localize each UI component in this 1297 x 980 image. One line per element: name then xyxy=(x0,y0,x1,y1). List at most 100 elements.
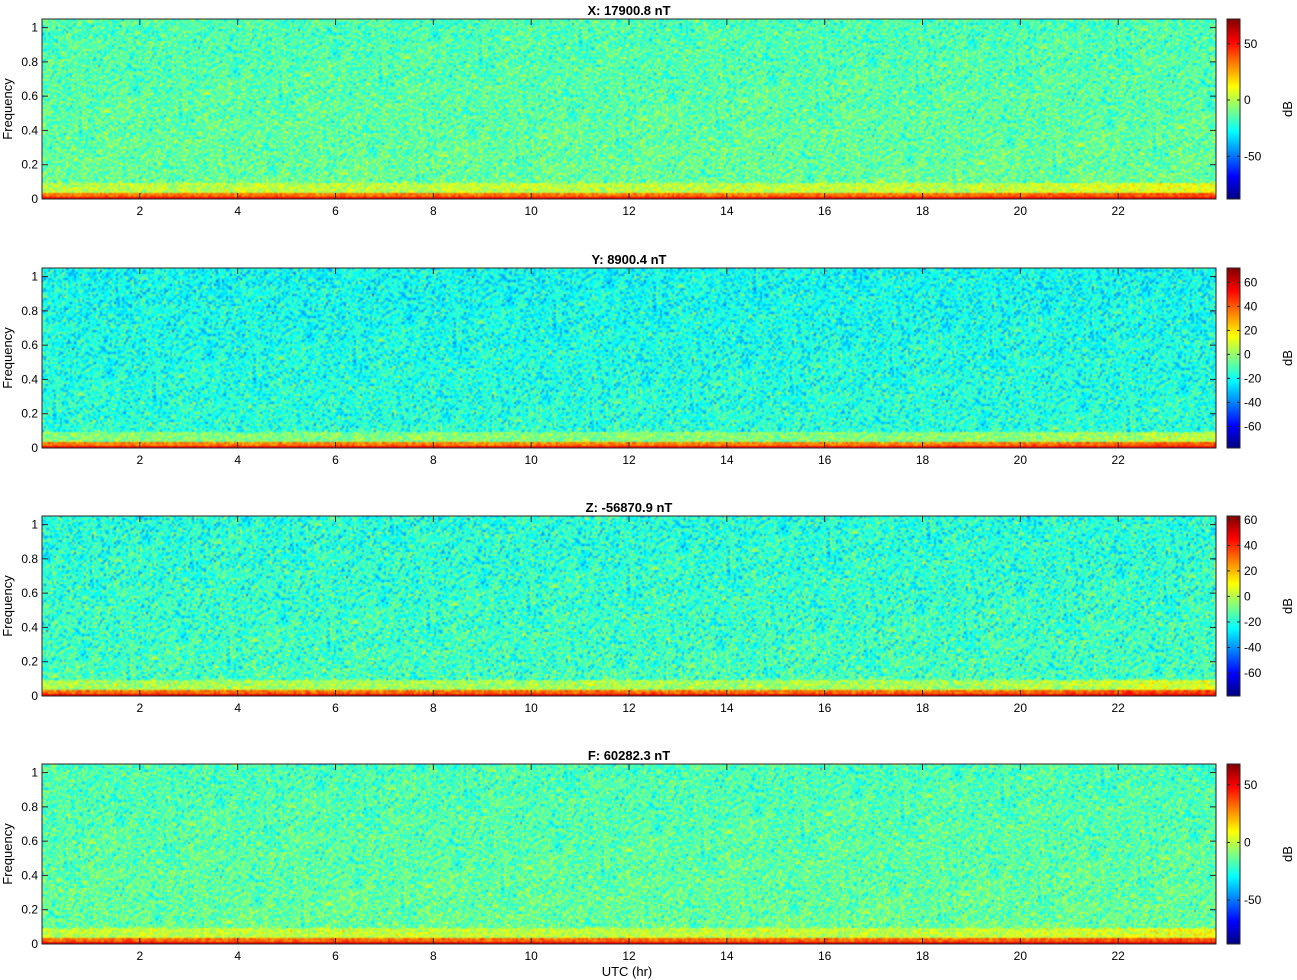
colorbar-tick-label: 0 xyxy=(1244,347,1251,361)
y-tick-label: 0.4 xyxy=(21,372,38,386)
y-tick-label: 0.4 xyxy=(21,620,38,634)
y-axis-label: Frequency xyxy=(0,327,15,389)
x-tick-label: 12 xyxy=(622,949,636,963)
x-tick-label: 22 xyxy=(1111,701,1125,715)
x-tick-label: 8 xyxy=(430,701,437,715)
colorbar xyxy=(1226,18,1241,200)
y-axis-label: Frequency xyxy=(0,823,15,885)
spectrogram-panel-1: X: 17900.8 nT2 4 6 8 10 12 14 16 18 20 2200.20.40.… xyxy=(0,3,1295,218)
colorbar-tick-label: 40 xyxy=(1244,299,1258,313)
x-tick-label: 4 xyxy=(234,204,241,218)
y-tick-label: 0.6 xyxy=(21,586,38,600)
spectrogram-image xyxy=(42,268,1216,448)
x-tick-label: 20 xyxy=(1014,949,1028,963)
colorbar-label: dB xyxy=(1280,598,1295,614)
x-tick-label: 22 xyxy=(1111,949,1125,963)
colorbar-label: dB xyxy=(1280,350,1295,366)
colorbar-tick-label: -40 xyxy=(1244,395,1262,409)
colorbar-tick-label: -50 xyxy=(1244,149,1262,163)
y-tick-label: 1 xyxy=(31,518,38,532)
y-tick-label: 0.2 xyxy=(21,655,38,669)
figure-x-axis-label: UTC (hr) xyxy=(602,964,653,979)
colorbar-tick-label: 60 xyxy=(1244,513,1258,527)
x-tick-label: 2 xyxy=(136,701,143,715)
x-tick-label: 16 xyxy=(818,204,832,218)
y-tick-label: 0.8 xyxy=(21,800,38,814)
y-tick-label: 0.6 xyxy=(21,834,38,848)
x-tick-label: 10 xyxy=(524,701,538,715)
x-tick-label: 10 xyxy=(524,453,538,467)
colorbar-tick-label: 50 xyxy=(1244,778,1258,792)
x-tick-label: 12 xyxy=(622,453,636,467)
y-tick-label: 0.8 xyxy=(21,552,38,566)
x-tick-label: 14 xyxy=(720,453,734,467)
x-tick-label: 12 xyxy=(622,701,636,715)
y-tick-label: 0.4 xyxy=(21,123,38,137)
colorbar-tick-label: 20 xyxy=(1244,323,1258,337)
panel-title: Y: 8900.4 nT xyxy=(592,252,667,267)
colorbar-tick-label: 40 xyxy=(1244,538,1258,552)
panel-title: X: 17900.8 nT xyxy=(587,3,670,18)
y-tick-label: 0 xyxy=(31,689,38,703)
x-tick-label: 10 xyxy=(524,204,538,218)
x-tick-label: 12 xyxy=(622,204,636,218)
x-tick-label: 22 xyxy=(1111,204,1125,218)
x-tick-label: 2 xyxy=(136,453,143,467)
x-tick-label: 6 xyxy=(332,453,339,467)
colorbar xyxy=(1226,267,1241,449)
colorbar-tick-label: 0 xyxy=(1244,589,1251,603)
colorbar-tick-label: 0 xyxy=(1244,835,1251,849)
x-tick-label: 20 xyxy=(1014,204,1028,218)
colorbar-tick-label: -20 xyxy=(1244,371,1262,385)
x-tick-label: 16 xyxy=(818,453,832,467)
colorbar-tick-label: 0 xyxy=(1244,93,1251,107)
y-tick-label: 0 xyxy=(31,441,38,455)
colorbar-tick-label: -50 xyxy=(1244,893,1262,907)
y-tick-label: 0.8 xyxy=(21,304,38,318)
x-tick-label: 14 xyxy=(720,701,734,715)
x-tick-label: 4 xyxy=(234,949,241,963)
y-tick-label: 0.2 xyxy=(21,407,38,421)
x-tick-label: 16 xyxy=(818,701,832,715)
colorbar-tick-label: 20 xyxy=(1244,564,1258,578)
y-axis-label: Frequency xyxy=(0,78,15,140)
y-tick-label: 0 xyxy=(31,192,38,206)
colorbar-label: dB xyxy=(1280,846,1295,862)
x-tick-label: 18 xyxy=(916,204,930,218)
y-tick-label: 0.4 xyxy=(21,868,38,882)
x-tick-label: 14 xyxy=(720,949,734,963)
y-tick-label: 1 xyxy=(31,766,38,780)
x-tick-label: 10 xyxy=(524,949,538,963)
x-tick-label: 16 xyxy=(818,949,832,963)
x-tick-label: 4 xyxy=(234,453,241,467)
spectrogram-panel-2: Y: 8900.4 nT2 4 6 8 10 12 14 16 18 20 2200.20.40.6… xyxy=(0,252,1295,467)
y-tick-label: 1 xyxy=(31,270,38,284)
y-axis-label: Frequency xyxy=(0,575,15,637)
x-tick-label: 22 xyxy=(1111,453,1125,467)
y-tick-label: 1 xyxy=(31,21,38,35)
panels: X: 17900.8 nT2 4 6 8 10 12 14 16 18 20 2200.20.40.… xyxy=(0,3,1295,963)
x-tick-label: 14 xyxy=(720,204,734,218)
x-tick-label: 8 xyxy=(430,204,437,218)
panel-title: F: 60282.3 nT xyxy=(588,748,670,763)
x-tick-label: 2 xyxy=(136,949,143,963)
x-tick-label: 2 xyxy=(136,204,143,218)
y-tick-label: 0.2 xyxy=(21,903,38,917)
colorbar xyxy=(1226,763,1241,945)
x-tick-label: 20 xyxy=(1014,453,1028,467)
x-tick-label: 18 xyxy=(916,701,930,715)
x-tick-label: 18 xyxy=(916,453,930,467)
colorbar-tick-label: -20 xyxy=(1244,615,1262,629)
panel-title: Z: -56870.9 nT xyxy=(586,500,673,515)
colorbar-label: dB xyxy=(1280,101,1295,117)
y-tick-label: 0 xyxy=(31,937,38,951)
x-tick-label: 8 xyxy=(430,453,437,467)
y-tick-label: 0.6 xyxy=(21,89,38,103)
spectrogram-image xyxy=(42,764,1216,944)
x-tick-label: 6 xyxy=(332,701,339,715)
spectrogram-panel-3: Z: -56870.9 nT2 4 6 8 10 12 14 16 18 20 2200.20.40… xyxy=(0,500,1295,715)
x-tick-label: 18 xyxy=(916,949,930,963)
colorbar-tick-label: -40 xyxy=(1244,640,1262,654)
y-tick-label: 0.2 xyxy=(21,158,38,172)
